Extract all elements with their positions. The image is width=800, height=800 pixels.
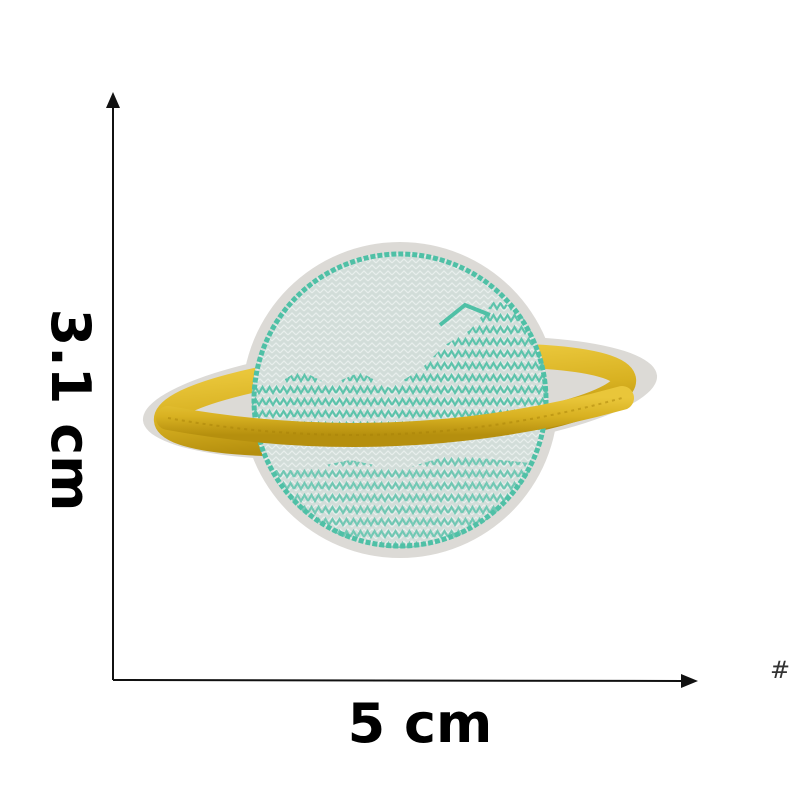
planet-body (251, 251, 549, 549)
horizontal-axis-line (112, 679, 683, 682)
vertical-axis-arrowhead (106, 92, 120, 108)
dimension-axes (106, 92, 698, 688)
saturn-patch (142, 242, 658, 558)
horizontal-axis-arrowhead (681, 674, 698, 688)
width-dimension-label: 5 cm (347, 692, 493, 755)
corner-hash-mark: # (770, 656, 791, 684)
height-dimension-label: 3.1 cm (39, 308, 102, 512)
